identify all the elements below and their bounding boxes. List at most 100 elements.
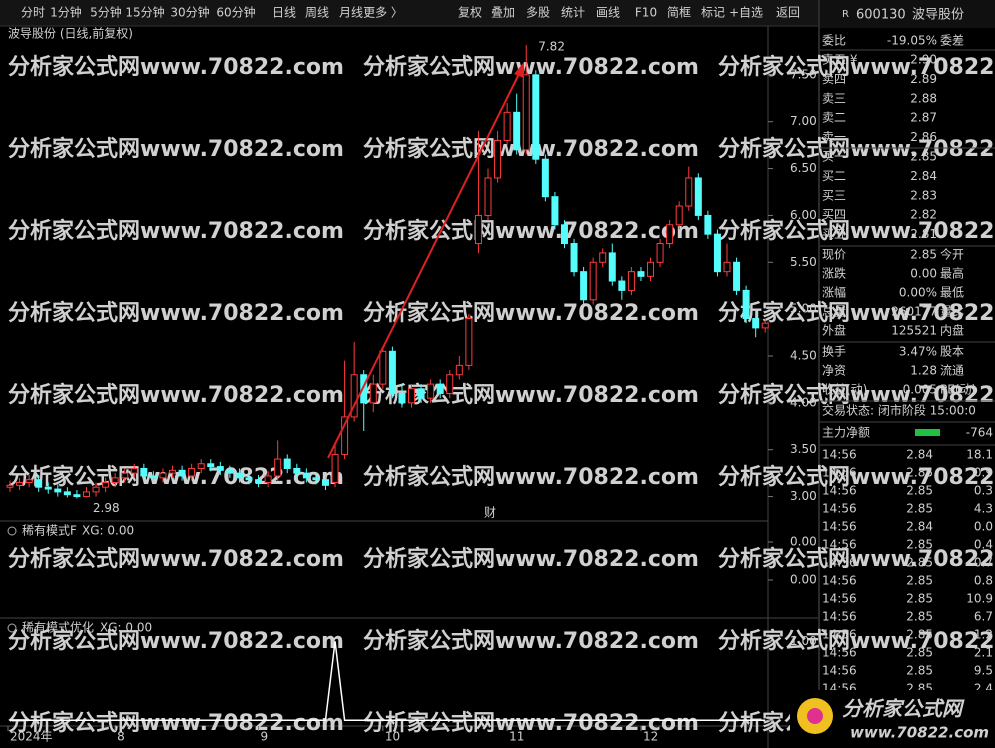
candle-body	[369, 383, 377, 404]
book-label: 卖一	[822, 130, 846, 144]
x-tick-label: 8	[117, 730, 125, 744]
candle-body	[283, 458, 291, 469]
book-label: 卖二	[822, 111, 846, 125]
toolbar-button[interactable]: 简框	[667, 6, 691, 20]
period-tab[interactable]: 月线	[339, 6, 363, 20]
candle-body	[226, 469, 234, 474]
watermark: 分析家公式网www.70822.com	[718, 382, 995, 408]
candle-body	[465, 318, 473, 366]
candle-body	[274, 458, 282, 477]
x-tick-label: 10	[385, 730, 400, 744]
candle-body	[455, 364, 463, 376]
stat-label: 外盘	[822, 323, 846, 338]
y-tick-label: 6.50	[790, 161, 817, 175]
period-tab[interactable]: 1分钟	[50, 5, 82, 20]
period-tab[interactable]: 日线	[272, 6, 296, 20]
toolbar-button[interactable]: F10	[635, 6, 657, 20]
toolbar-button[interactable]: 复权	[458, 6, 482, 20]
flow-value: -764	[966, 426, 993, 440]
watermark: 分析家公式网www.70822.com	[363, 628, 699, 654]
book-price: 2.82	[910, 208, 937, 222]
candle-body	[255, 479, 263, 484]
period-tab[interactable]: 周线	[305, 6, 329, 20]
candle-body	[608, 252, 616, 282]
stat-value: 125521	[891, 324, 937, 338]
period-tab[interactable]: 分时	[21, 6, 45, 20]
watermark: 分析家公式网www.70822.com	[363, 300, 699, 326]
period-tab[interactable]: 更多 〉	[363, 6, 403, 20]
stat-value: 2.85	[910, 248, 937, 262]
indicator-toggle[interactable]	[7, 623, 17, 633]
stat-label: 股本	[940, 345, 964, 359]
candle-body	[63, 491, 71, 496]
logo-icon	[807, 708, 823, 724]
period-tab[interactable]: 5分钟	[90, 5, 122, 20]
trade-price: 2.85	[906, 592, 933, 606]
watermark: 分析家公式网www.70822.com	[8, 546, 344, 572]
trade-volume: 2.1	[974, 646, 993, 660]
book-price: 2.86	[910, 130, 937, 144]
event-marker[interactable]: 财	[484, 506, 496, 520]
toolbar-button[interactable]: 统计	[561, 6, 585, 20]
stat-label: 今开	[940, 247, 964, 262]
trade-volume: 0.8	[974, 574, 993, 588]
stat-label: 流通	[940, 364, 964, 378]
candle-body	[733, 261, 741, 291]
book-label: 买四	[822, 208, 846, 222]
book-price: 2.84	[910, 169, 937, 183]
candle-body	[25, 479, 33, 484]
toolbar-button[interactable]: 返回	[776, 6, 800, 20]
period-tab[interactable]: 30分钟	[170, 5, 209, 20]
candle-body	[341, 416, 349, 455]
period-tab[interactable]: 15分钟	[125, 5, 164, 20]
candle-body	[666, 224, 674, 245]
y-tick-label: 6.00	[790, 208, 817, 222]
book-label: 买一	[822, 150, 846, 164]
candle-body	[360, 374, 368, 404]
stat-label: 总量	[822, 305, 846, 319]
candle-body	[704, 214, 712, 235]
toolbar-button[interactable]: +自选	[729, 6, 763, 20]
candle-body	[723, 261, 731, 273]
trade-volume: 6.7	[974, 610, 993, 624]
toolbar-button[interactable]: 标记	[701, 6, 725, 20]
logo-title: 分析家公式网	[842, 697, 965, 721]
trade-price: 2.85	[906, 646, 933, 660]
chart-title: 波导股份 (日线,前复权)	[8, 26, 133, 41]
toolbar-button[interactable]: 多股	[526, 6, 550, 20]
x-tick-label: 12	[643, 730, 658, 744]
book-price: 2.87	[910, 111, 937, 125]
candle-body	[102, 482, 110, 488]
candle-body	[92, 486, 100, 493]
candle-body	[16, 482, 24, 486]
candle-body	[207, 463, 215, 468]
candle-body	[44, 486, 52, 490]
period-tab[interactable]: 60分钟	[216, 5, 255, 20]
trade-status: 交易状态: 闭市阶段 15:00:0	[822, 403, 976, 418]
watermark: 分析家公式网www.70822.com	[718, 628, 995, 654]
indicator-reading: XG: 0.00	[82, 524, 134, 538]
trade-volume: 0.0	[974, 520, 993, 534]
stat-value: 0.00	[910, 267, 937, 281]
stat-value: 0.00%	[899, 286, 937, 300]
high-label: 7.82	[538, 39, 565, 53]
x-tick-label: 11	[509, 730, 524, 744]
indicator-toggle[interactable]	[7, 526, 17, 536]
candle-body	[580, 271, 588, 301]
flag: R	[842, 9, 849, 20]
indicator-line	[10, 641, 766, 722]
value: -19.05%	[887, 34, 937, 48]
logo-url: www.70822.com	[850, 724, 989, 742]
trade-price: 2.85	[906, 574, 933, 588]
watermark: 分析家公式网www.70822.com	[8, 300, 344, 326]
candle-body	[408, 388, 416, 404]
y-tick-label: 0.00	[790, 573, 817, 587]
candle-body	[494, 139, 502, 179]
candle-body	[685, 177, 693, 207]
candle-body	[245, 477, 253, 481]
toolbar-button[interactable]: 画线	[596, 6, 620, 20]
candle-body	[713, 233, 721, 273]
candle-body	[169, 469, 177, 474]
book-price: 2.83	[910, 188, 937, 202]
toolbar-button[interactable]: 叠加	[491, 6, 515, 20]
